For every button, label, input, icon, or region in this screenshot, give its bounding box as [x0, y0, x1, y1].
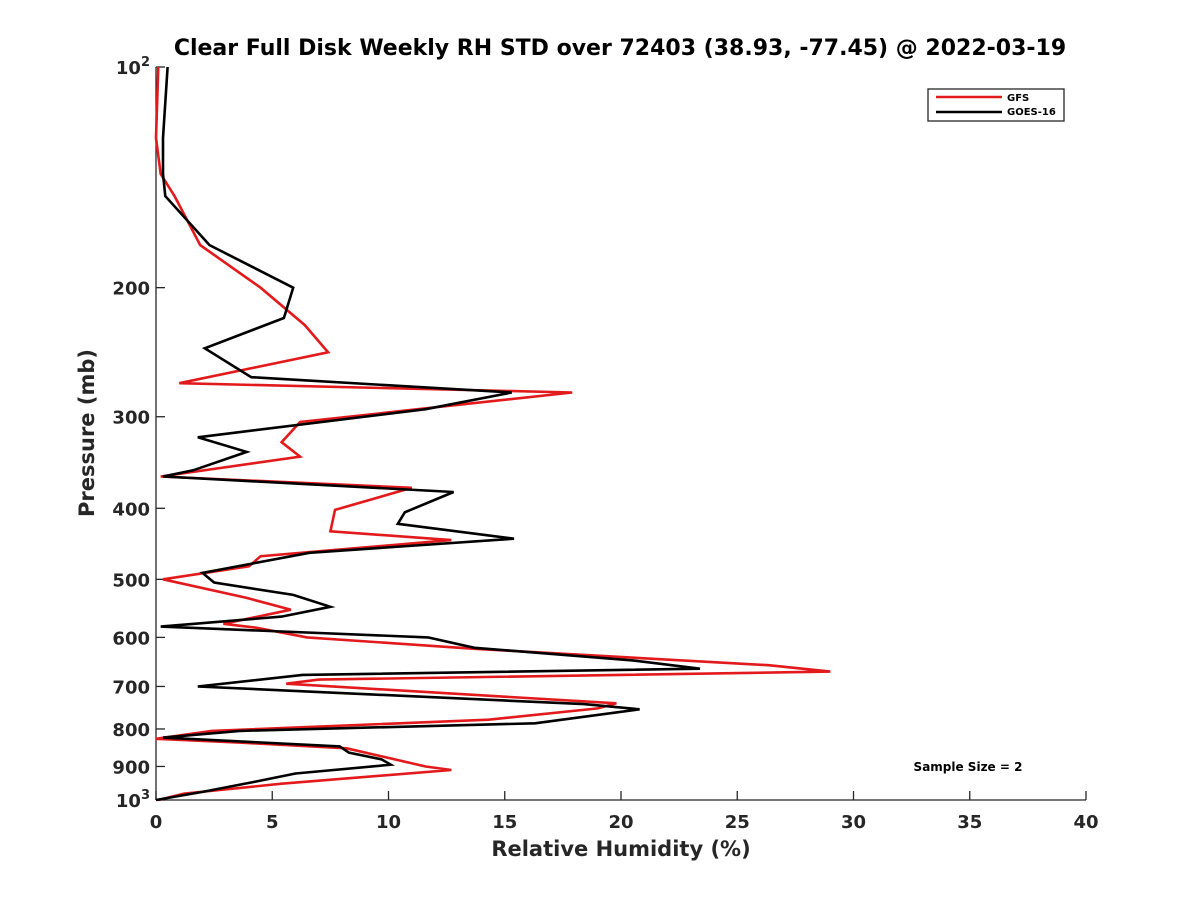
- x-tick-label-1: 5: [266, 812, 279, 833]
- series-line-gfs: [154, 66, 831, 802]
- y-tick-label-5: 600: [112, 628, 150, 649]
- y-axis-label: Pressure (mb): [75, 349, 99, 517]
- y-tick-label-4: 500: [112, 570, 150, 591]
- series-layer: [154, 66, 831, 802]
- x-tick-label-7: 35: [957, 812, 982, 833]
- legend-label-goes-16: GOES-16: [1007, 107, 1056, 118]
- x-tick-label-4: 20: [608, 812, 633, 833]
- legend-label-gfs: GFS: [1007, 93, 1029, 104]
- x-tick-label-3: 15: [492, 812, 517, 833]
- y-tick-label-3: 400: [112, 499, 150, 520]
- chart-title: Clear Full Disk Weekly RH STD over 72403…: [174, 36, 1066, 61]
- legend-box: [927, 88, 1065, 122]
- y-tick-label-2: 300: [112, 408, 150, 429]
- sample-size-annotation: Sample Size = 2: [914, 760, 1023, 774]
- x-axis-label: Relative Humidity (%): [491, 837, 750, 861]
- y-tick-label-9: 103: [116, 788, 150, 812]
- y-tick-label-7: 800: [112, 720, 150, 741]
- y-axis-ticks: 102 200 300 400 500 600 700 800 900 103: [112, 55, 165, 812]
- series-line-goes-16: [155, 66, 701, 802]
- x-tick-label-6: 30: [841, 812, 866, 833]
- x-tick-label-2: 10: [376, 812, 401, 833]
- x-axis-ticks: 0 5 10 15 20 25 30 35 40: [150, 791, 1099, 833]
- y-tick-label-1: 200: [112, 279, 150, 300]
- y-tick-label-6: 700: [112, 677, 150, 698]
- x-tick-label-0: 0: [150, 812, 163, 833]
- x-tick-label-5: 25: [725, 812, 750, 833]
- legend: GFS GOES-16: [927, 88, 1065, 122]
- x-tick-label-8: 40: [1073, 812, 1098, 833]
- y-tick-label-0: 102: [116, 55, 150, 79]
- y-tick-label-8: 900: [112, 757, 150, 778]
